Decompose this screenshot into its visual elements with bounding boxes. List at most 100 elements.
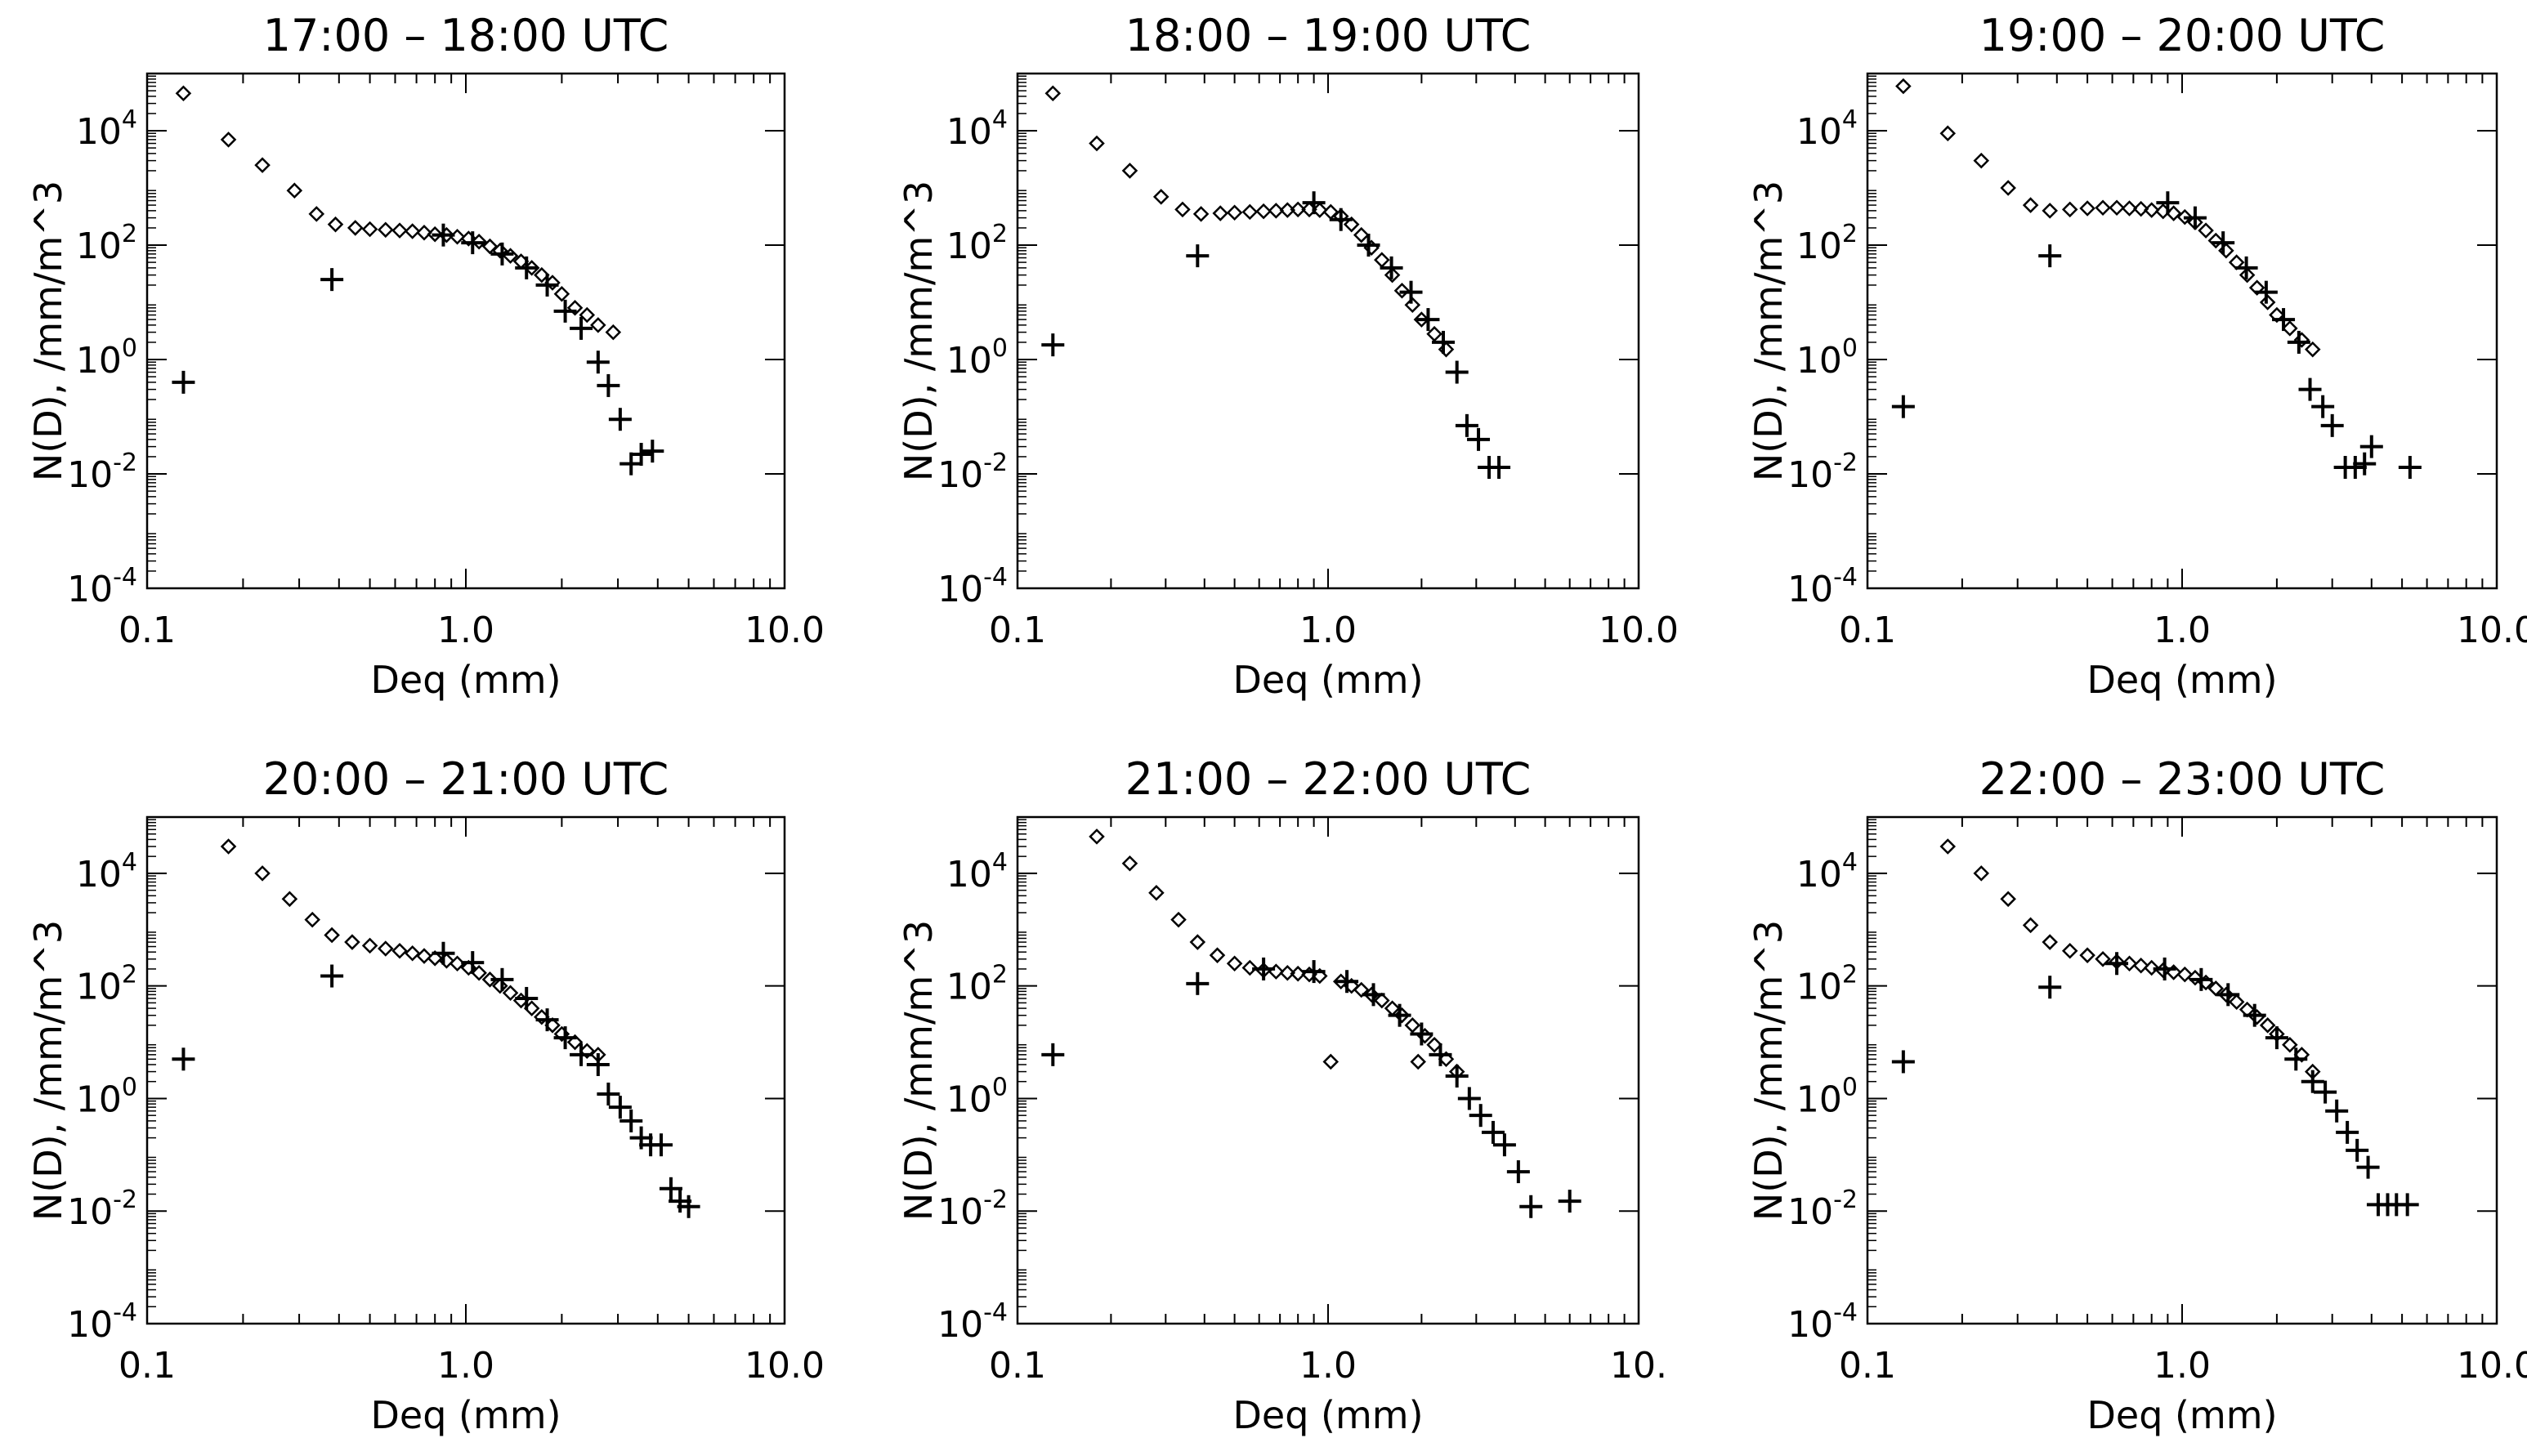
data-point-cross	[2254, 280, 2278, 304]
y-tick-label: 10-4	[1787, 1298, 1858, 1346]
data-point-diamond	[1322, 1053, 1340, 1070]
plot-frame	[145, 815, 786, 1325]
y-tick-label: 10-4	[67, 563, 137, 610]
data-point-diamond	[1939, 838, 1957, 855]
data-point-cross	[586, 351, 610, 374]
data-point-diamond	[1426, 325, 1442, 342]
x-axis-label: Deq (mm)	[2086, 1393, 2277, 1437]
data-point-cross	[2265, 1026, 2288, 1050]
data-point-cross	[515, 986, 539, 1010]
data-point-diamond	[2061, 942, 2078, 959]
y-tick-label: 100	[1796, 334, 1858, 382]
data-point-cross	[619, 1109, 643, 1132]
data-point-diamond	[1089, 828, 1105, 845]
data-point-cross	[172, 370, 195, 394]
y-axis-label: N(D), /mm/m^3	[897, 181, 941, 481]
data-point-diamond	[2132, 957, 2149, 974]
data-point-cross	[535, 1008, 559, 1032]
data-point-diamond	[1343, 216, 1360, 233]
data-point-cross	[2320, 413, 2344, 437]
data-point-diamond	[324, 927, 340, 944]
data-point-diamond	[1192, 206, 1210, 222]
x-tick-label: 10.0	[2457, 610, 2527, 651]
data-point-diamond	[481, 238, 499, 255]
chart-panel-5: 21:00 – 22:00 UTC 0.1 1.0 10. 10-4 10-2 100 102…	[897, 753, 1667, 1437]
data-point-cross	[2272, 308, 2296, 332]
data-point-cross	[2038, 244, 2062, 268]
x-tick-label: 1.0	[437, 1345, 494, 1387]
data-point-diamond	[1268, 203, 1285, 219]
data-point-diamond	[1353, 981, 1370, 998]
data-point-diamond	[534, 266, 550, 284]
data-point-cross	[2346, 1138, 2369, 1162]
data-point-diamond	[502, 985, 519, 1002]
data-point-diamond	[1393, 282, 1411, 299]
data-point-cross	[2216, 983, 2240, 1007]
data-point-diamond	[2259, 294, 2276, 310]
data-point-cross	[1891, 395, 1915, 418]
data-point-cross	[608, 1096, 632, 1119]
data-point-cross	[490, 967, 514, 991]
x-axis-label: Deq (mm)	[1232, 1393, 1423, 1437]
data-point-cross	[1410, 1022, 1433, 1046]
data-point-cross	[2287, 330, 2310, 354]
data-point-diamond	[2132, 200, 2149, 217]
data-point-diamond	[304, 911, 320, 928]
data-point-diamond	[566, 300, 584, 316]
data-point-diamond	[2282, 1036, 2298, 1053]
data-point-diamond	[1363, 986, 1380, 1003]
data-point-diamond	[1148, 885, 1165, 901]
x-tick-label: 1.0	[2154, 610, 2211, 651]
chart-title: 21:00 – 22:00 UTC	[1125, 753, 1532, 805]
data-point-cross	[2105, 952, 2129, 976]
data-point-cross	[2398, 456, 2422, 480]
y-tick-label: 102	[1796, 961, 1858, 1008]
data-point-cross	[2325, 1099, 2349, 1123]
data-point-diamond	[2109, 199, 2125, 217]
data-point-diamond	[1174, 201, 1191, 218]
data-point-diamond	[2304, 341, 2321, 358]
data-point-diamond	[175, 85, 192, 102]
data-point-cross	[608, 408, 632, 431]
data-point-diamond	[254, 865, 271, 882]
data-point-cross	[1445, 360, 1469, 384]
x-tick-label: 0.1	[1839, 1345, 1896, 1387]
data-point-diamond	[416, 225, 432, 241]
data-point-cross	[1186, 971, 1210, 995]
data-point-cross	[1487, 456, 1511, 480]
chart-title: 19:00 – 20:00 UTC	[1979, 10, 2386, 61]
data-point-cross	[2314, 1080, 2337, 1104]
data-point-cross	[1357, 234, 1380, 257]
data-point-cross	[320, 268, 344, 292]
data-point-diamond	[2176, 208, 2194, 226]
y-tick-label: 104	[946, 105, 1008, 153]
data-point-diamond	[1268, 963, 1285, 980]
data-point-diamond	[1044, 85, 1062, 102]
data-point-cross	[1252, 957, 1276, 980]
y-tick-label: 104	[1796, 105, 1858, 153]
data-point-cross	[1399, 280, 1423, 304]
x-tick-label: 10.	[1610, 1345, 1667, 1387]
data-point-diamond	[2079, 200, 2095, 217]
data-point-cross	[172, 1047, 195, 1071]
x-axis-label: Deq (mm)	[1232, 658, 1423, 702]
y-tick-label: 100	[76, 1073, 137, 1120]
data-point-cross	[490, 242, 514, 266]
y-axis-label: N(D), /mm/m^3	[1747, 181, 1791, 481]
y-tick-label: 104	[946, 848, 1008, 895]
x-axis-label: Deq (mm)	[370, 1393, 561, 1437]
y-axis-label: N(D), /mm/m^3	[1747, 920, 1791, 1221]
data-point-diamond	[254, 157, 271, 173]
x-tick-label: 10.0	[2457, 1345, 2527, 1387]
data-point-cross	[2343, 456, 2367, 480]
data-point-cross	[629, 443, 653, 467]
data-point-cross	[1329, 208, 1353, 231]
plot-frame	[1016, 72, 1640, 590]
data-point-diamond	[1279, 965, 1296, 981]
y-axis-label: N(D), /mm/m^3	[26, 181, 70, 481]
data-point-cross	[2298, 377, 2322, 401]
x-tick-label: 1.0	[1299, 1345, 1357, 1387]
data-point-diamond	[1353, 226, 1370, 243]
data-point-cross	[2234, 256, 2258, 279]
data-point-diamond	[1089, 135, 1105, 152]
